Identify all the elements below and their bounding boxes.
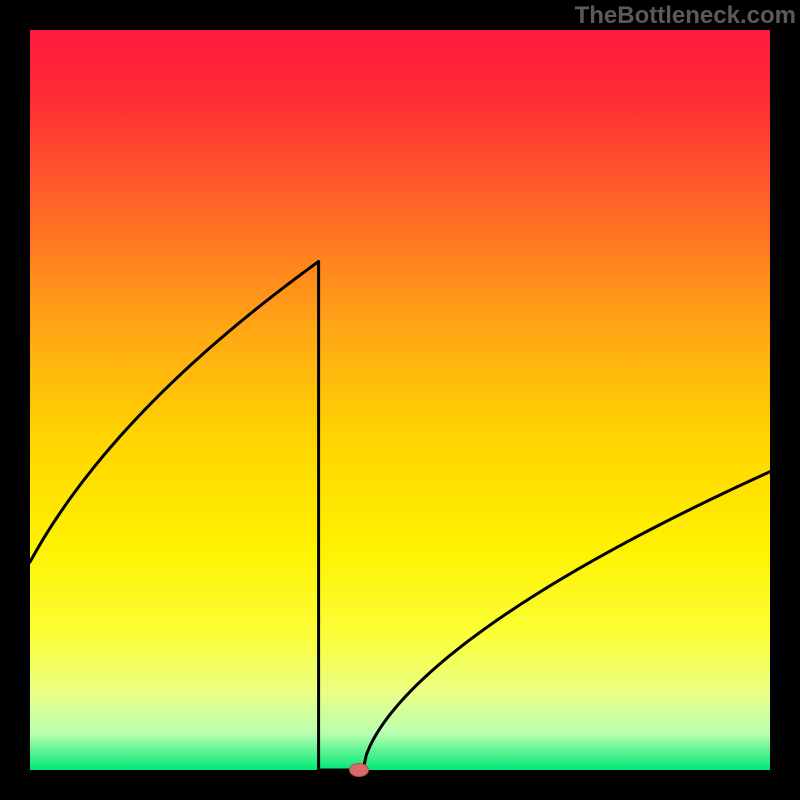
watermark-label: TheBottleneck.com — [575, 2, 796, 30]
chart-container: TheBottleneck.com — [0, 0, 800, 800]
bottleneck-curve — [30, 262, 770, 770]
curve-svg — [0, 0, 800, 800]
